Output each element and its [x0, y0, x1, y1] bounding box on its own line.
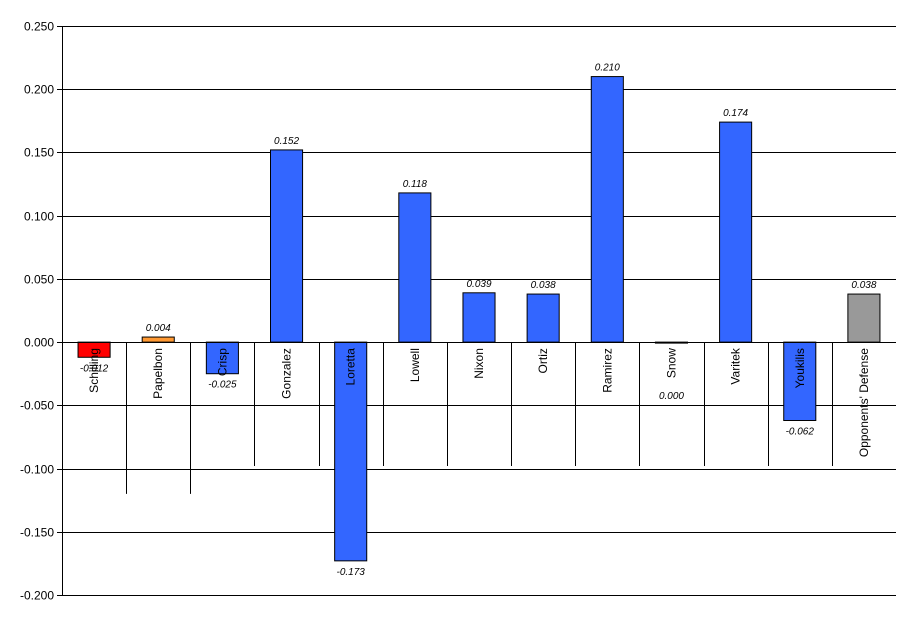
- bar: [141, 336, 175, 343]
- category-label: Nixon: [472, 348, 486, 379]
- category-label: Schilling: [87, 348, 101, 393]
- bar: [398, 192, 432, 343]
- data-label: -0.012: [80, 363, 109, 374]
- data-label: 0.152: [274, 136, 299, 147]
- category-label: Gonzalez: [280, 348, 294, 399]
- data-label: 0.210: [595, 63, 620, 74]
- bar: [783, 341, 817, 422]
- y-tick-label: -0.150: [20, 526, 54, 540]
- y-tick-label: 0.150: [24, 146, 54, 160]
- bar: [526, 293, 560, 343]
- bar: [270, 149, 304, 343]
- category-label: Varitek: [729, 347, 743, 384]
- data-label: 0.038: [531, 280, 556, 291]
- y-tick-label: -0.200: [20, 589, 54, 603]
- bar: [847, 293, 881, 343]
- category-label: Ramirez: [600, 348, 614, 393]
- y-tick-label: 0.000: [24, 336, 54, 350]
- data-label: -0.173: [337, 567, 366, 578]
- data-label: 0.118: [403, 179, 428, 190]
- data-label: 0.004: [146, 323, 171, 334]
- category-label: Ortiz: [536, 348, 550, 373]
- y-tick-label: -0.050: [20, 399, 54, 413]
- category-label: Snow: [664, 348, 678, 378]
- y-axis: 0.250 0.200 0.150 0.100 0.050 0.000 -0.050 -0.1…: [20, 20, 63, 603]
- data-label: 0.000: [659, 391, 684, 402]
- data-label: -0.062: [786, 427, 815, 438]
- y-tick-label: 0.200: [24, 83, 54, 97]
- data-label: 0.039: [466, 279, 491, 290]
- category-label: Youkilis: [793, 348, 807, 388]
- category-label: Opponents' Defense: [857, 348, 871, 457]
- bar: [205, 341, 239, 375]
- y-tick-label: 0.050: [24, 273, 54, 287]
- category-label: Crisp: [215, 348, 229, 376]
- bar: [462, 292, 496, 343]
- y-tick-label: 0.100: [24, 210, 54, 224]
- bar: [334, 341, 368, 562]
- data-label: 0.174: [723, 108, 748, 119]
- data-label: 0.038: [851, 280, 876, 291]
- data-label: -0.025: [208, 380, 237, 391]
- bars: [62, 76, 896, 562]
- category-label: Lowell: [408, 348, 422, 382]
- category-label: Loretta: [344, 348, 358, 386]
- category-dividers: [126, 342, 833, 494]
- y-tick-label: -0.100: [20, 463, 54, 477]
- y-tick-label: 0.250: [24, 20, 54, 34]
- bar: [590, 76, 624, 343]
- category-label: Papelbon: [151, 348, 165, 399]
- bar: [719, 121, 753, 343]
